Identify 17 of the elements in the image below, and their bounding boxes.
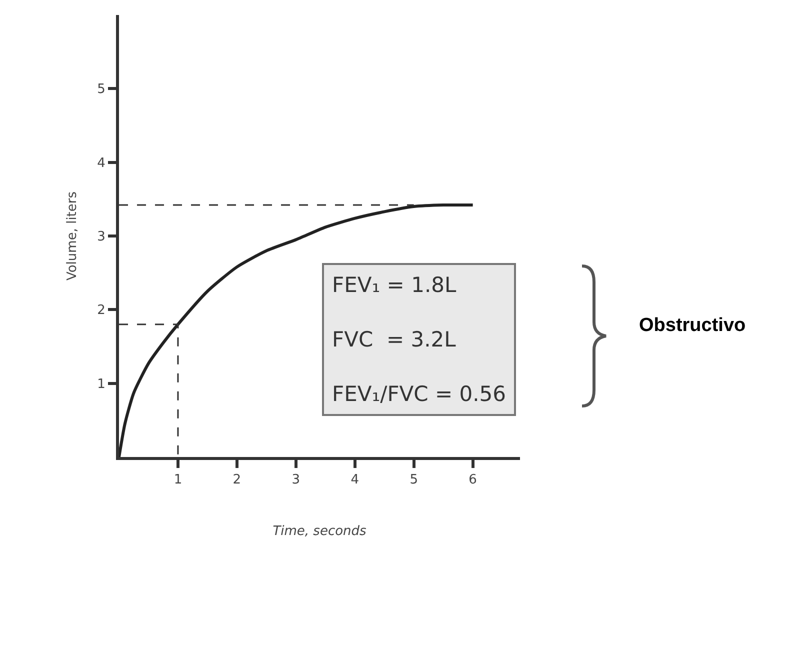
y-tick-label: 2: [97, 303, 106, 318]
annotation: FVC = 3.2L: [332, 328, 456, 352]
x-tick-label: 6: [468, 472, 477, 488]
x-axis-title: Time, seconds: [272, 524, 367, 540]
annotation: FEV₁ = 1.8L: [332, 273, 456, 297]
y-axis-title: Volume, liters: [65, 191, 80, 281]
y-tick-label: 5: [97, 82, 106, 98]
x-tick-label: 4: [350, 472, 360, 488]
x-tick-label: 3: [292, 472, 300, 488]
y-tick-label: 4: [97, 156, 106, 171]
annotation: FEV₁/FVC = 0.56: [332, 382, 506, 406]
x-tick-label: 5: [410, 472, 418, 488]
y-tick-label: 1: [97, 376, 106, 392]
y-tick-label: 3: [97, 230, 106, 245]
x-tick-label: 1: [174, 472, 182, 488]
text: Obstructivo: [639, 315, 746, 336]
x-tick-label: 2: [232, 472, 242, 488]
